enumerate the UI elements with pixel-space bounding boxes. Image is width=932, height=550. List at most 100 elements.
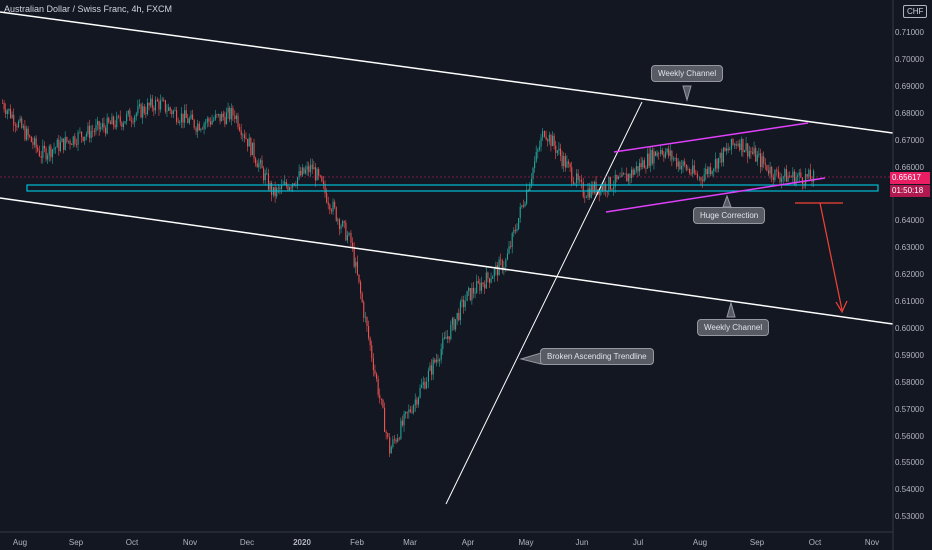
candle-body [587,188,589,198]
candle-body [100,127,102,130]
candle-body [348,232,350,236]
candle-body [795,177,797,185]
candle-body [408,409,410,413]
candle-body [374,370,376,374]
candle-body [398,438,400,439]
candle-body [309,164,311,173]
candle-body [230,108,232,120]
candle-body [800,172,802,178]
price-tick-label: 0.60000 [895,323,924,333]
candle-body [163,99,165,101]
candle-body [50,146,52,158]
candle-body [153,107,155,111]
ascending-trendline[interactable] [445,101,643,505]
candle-body [639,163,641,172]
support-zone[interactable] [26,184,879,192]
candle-body [552,135,554,147]
currency-button[interactable]: CHF [903,5,928,18]
candle-body [679,161,681,170]
candle-body [442,338,444,349]
candle-body [385,431,387,434]
candle-body [574,183,576,184]
candle-body [72,136,74,146]
candle-body [808,169,810,177]
candle-body [496,265,499,276]
price-tick-label: 0.62000 [895,270,924,280]
candle-body [806,174,808,177]
candle-body [702,180,704,182]
price-tick-label: 0.69000 [895,81,924,91]
candle-body [156,99,158,102]
candle-body [653,151,655,164]
candle-body [129,110,131,121]
candle-body [479,282,481,291]
candle-body [67,140,70,142]
callout-pointer-top [682,85,692,102]
projection-arrow[interactable] [819,202,843,311]
candle-body [542,131,544,138]
candle-body [29,135,31,137]
candle-body [766,164,768,171]
candle-body [343,221,345,223]
candle-body [711,171,713,174]
candle-body [22,126,24,128]
candle-body [59,142,62,151]
weekly-channel-lower-line[interactable] [0,197,894,325]
candle-body [530,178,532,185]
candle-body [397,438,399,442]
candle-body [306,166,308,170]
candle-body [677,161,679,167]
candle-body [553,135,555,146]
candle-body [27,128,29,136]
candle-body [340,226,342,229]
price-tick-label: 0.67000 [895,135,924,145]
candle-body [756,154,758,162]
candle-body [555,145,557,153]
candle-body [703,174,705,182]
callout-pointer-bottom [726,301,736,318]
candle-body [785,168,787,182]
candle-body [32,142,34,145]
broken-trendline-callout[interactable]: Broken Ascending Trendline [540,348,654,365]
candle-body [629,174,631,178]
candle-body [417,397,420,405]
candle-body [5,109,7,115]
candle-body [535,151,537,162]
candle-body [680,165,683,170]
candle-body [150,98,152,106]
weekly-channel-bottom-callout[interactable]: Weekly Channel [697,319,770,336]
candle-body [450,324,452,340]
candle-body [297,177,299,186]
candle-body [245,138,247,139]
candle-body [431,365,433,375]
candle-body [634,170,636,175]
rising-channel-lower[interactable] [605,177,826,213]
candle-body [626,173,628,182]
rising-channel-upper[interactable] [613,122,809,153]
candle-body [2,102,4,104]
projection-arrowhead [835,300,848,314]
weekly-channel-top-callout[interactable]: Weekly Channel [651,65,724,82]
candle-body [781,178,783,182]
candle-body [219,114,221,122]
candle-body [645,168,647,169]
candle-body [174,110,176,111]
candle-body [271,182,273,196]
candle-body [146,102,149,114]
candle-body [708,167,710,175]
candle-body [63,138,65,150]
candle-body [21,118,23,128]
weekly-channel-upper-line[interactable] [0,11,894,134]
time-tick-label: Oct [808,538,822,547]
candle-body [753,148,755,154]
candle-body [16,126,18,128]
candle-body [75,143,78,145]
candle-body [98,121,100,130]
candle-body [205,122,207,124]
candle-body [750,151,752,153]
candle-body [142,106,144,118]
candle-body [784,168,786,177]
candle-body [263,168,265,181]
huge-correction-callout[interactable]: Huge Correction [693,207,766,224]
